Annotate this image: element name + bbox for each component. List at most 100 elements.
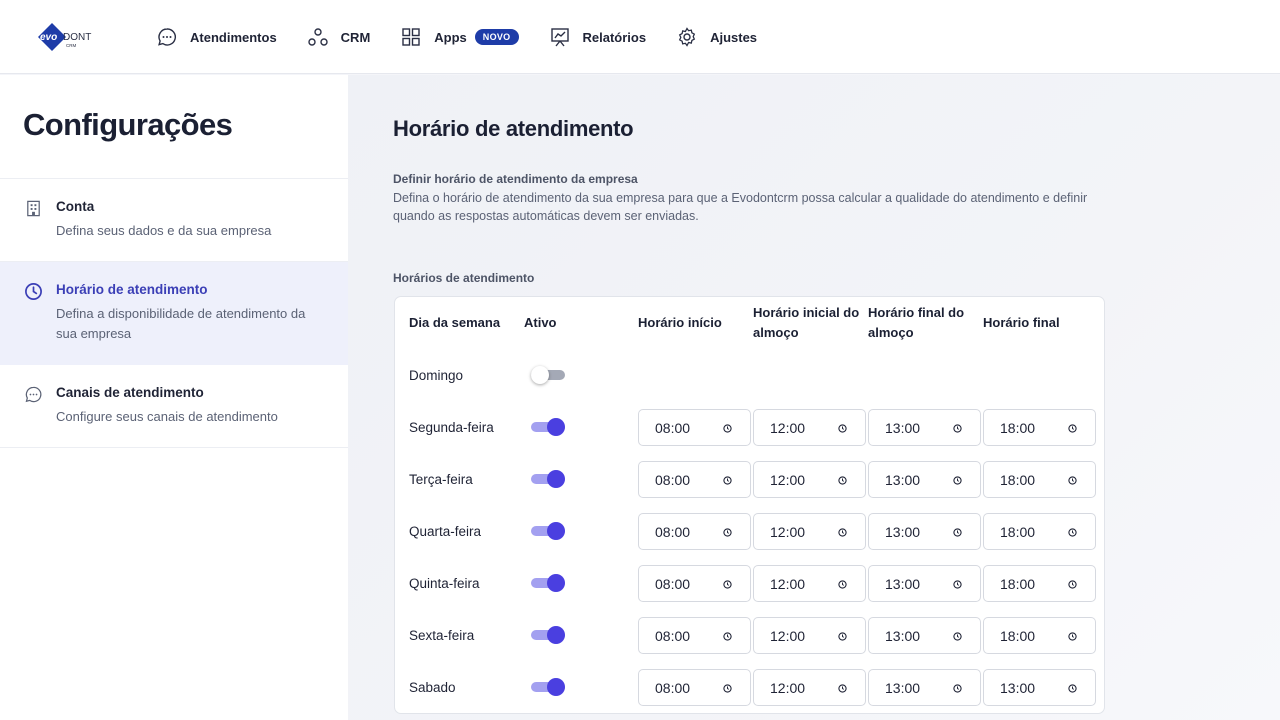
end-time-input[interactable]: 18:00: [983, 513, 1096, 550]
col-header-almoco-final: Horário final do almoço: [868, 305, 965, 340]
time-value: 13:00: [885, 575, 921, 592]
toggle-knob: [547, 418, 565, 436]
clock-icon[interactable]: [723, 632, 732, 641]
time-value: 08:00: [655, 575, 691, 592]
end-time-input[interactable]: 13:00: [983, 669, 1096, 706]
clock-icon[interactable]: [723, 684, 732, 693]
nav-item-apps[interactable]: Apps NOVO: [400, 0, 519, 74]
end-time-input[interactable]: 18:00: [983, 409, 1096, 446]
start-time-input[interactable]: 08:00: [638, 669, 751, 706]
chat-bubble-icon: [25, 386, 42, 403]
start-time-input[interactable]: 08:00: [638, 565, 751, 602]
lunch-end-time-input[interactable]: 13:00: [868, 513, 981, 550]
sidebar-item-canais[interactable]: Canais de atendimento Configure seus can…: [0, 365, 348, 448]
lunch-end-time-input[interactable]: 13:00: [868, 565, 981, 602]
sidebar-item-conta[interactable]: Conta Defina seus dados e da sua empresa: [0, 179, 348, 262]
nav-item-ajustes[interactable]: Ajustes: [676, 0, 757, 74]
nav-label: CRM: [340, 29, 371, 45]
clock-icon[interactable]: [1068, 528, 1077, 537]
clock-icon[interactable]: [838, 684, 847, 693]
start-time-input[interactable]: 08:00: [638, 461, 751, 498]
clock-icon[interactable]: [953, 528, 962, 537]
nav-label: Apps: [434, 29, 467, 45]
time-value: 08:00: [655, 679, 691, 696]
toggle-knob: [547, 678, 565, 696]
clock-icon[interactable]: [723, 424, 732, 433]
time-value: 13:00: [1000, 679, 1036, 696]
start-time-input[interactable]: 08:00: [638, 409, 751, 446]
main-nav: Atendimentos CRM Apps NOVO Relatórios Aj…: [156, 0, 787, 74]
lunch-start-time-input[interactable]: 12:00: [753, 461, 866, 498]
time-value: 12:00: [770, 523, 806, 540]
sidebar-item-title: Conta: [56, 199, 95, 214]
clock-icon[interactable]: [1068, 424, 1077, 433]
svg-text:evo: evo: [40, 32, 57, 43]
active-toggle[interactable]: [531, 470, 565, 488]
lunch-end-time-input[interactable]: 13:00: [868, 461, 981, 498]
nav-item-atendimentos[interactable]: Atendimentos: [156, 0, 277, 74]
table-row: Sabado 08:00 12:00 13:00 13:00: [395, 661, 1106, 713]
end-time-input[interactable]: 18:00: [983, 565, 1096, 602]
active-toggle[interactable]: [531, 522, 565, 540]
end-time-input[interactable]: 18:00: [983, 461, 1096, 498]
lunch-start-time-input[interactable]: 12:00: [753, 565, 866, 602]
table-row: Quarta-feira 08:00 12:00 13:00 18:00: [395, 505, 1106, 557]
active-toggle[interactable]: [531, 574, 565, 592]
table-row: Segunda-feira 08:00 12:00 13:00 18:00: [395, 401, 1106, 453]
presentation-chart-icon: [550, 28, 569, 47]
clock-icon[interactable]: [953, 424, 962, 433]
lunch-start-time-input[interactable]: 12:00: [753, 513, 866, 550]
lunch-end-time-input[interactable]: 13:00: [868, 617, 981, 654]
day-label: Sabado: [409, 679, 456, 695]
day-label: Segunda-feira: [409, 419, 494, 435]
end-time-input[interactable]: 18:00: [983, 617, 1096, 654]
clock-icon[interactable]: [838, 580, 847, 589]
clock-icon[interactable]: [838, 476, 847, 485]
lunch-start-time-input[interactable]: 12:00: [753, 617, 866, 654]
clock-icon[interactable]: [953, 632, 962, 641]
logo-mark: evo DONT CRM: [38, 23, 91, 51]
lunch-start-time-input[interactable]: 12:00: [753, 669, 866, 706]
evodont-logo[interactable]: evo DONT CRM: [36, 21, 98, 53]
lunch-end-time-input[interactable]: 13:00: [868, 669, 981, 706]
time-value: 12:00: [770, 627, 806, 644]
clock-icon[interactable]: [723, 476, 732, 485]
clock-icon[interactable]: [953, 476, 962, 485]
sidebar-item-title: Canais de atendimento: [56, 385, 204, 400]
clock-icon[interactable]: [838, 632, 847, 641]
table-label: Horários de atendimento: [393, 271, 535, 285]
lunch-start-time-input[interactable]: 12:00: [753, 409, 866, 446]
schedule-table: Dia da semana Ativo Horário início Horár…: [394, 296, 1105, 714]
start-time-input[interactable]: 08:00: [638, 513, 751, 550]
clock-icon[interactable]: [1068, 580, 1077, 589]
clock-icon[interactable]: [953, 580, 962, 589]
day-label: Quinta-feira: [409, 575, 480, 591]
toggle-knob: [531, 366, 549, 384]
clock-icon[interactable]: [1068, 684, 1077, 693]
nav-item-relatorios[interactable]: Relatórios: [549, 0, 646, 74]
active-toggle[interactable]: [531, 366, 565, 384]
start-time-input[interactable]: 08:00: [638, 617, 751, 654]
clock-icon[interactable]: [723, 580, 732, 589]
nav-item-crm[interactable]: CRM: [307, 0, 371, 74]
time-value: 18:00: [1000, 419, 1036, 436]
apps-grid-icon: [402, 28, 420, 46]
nav-label: Atendimentos: [190, 29, 277, 45]
clock-icon[interactable]: [838, 424, 847, 433]
lunch-end-time-input[interactable]: 13:00: [868, 409, 981, 446]
clock-icon[interactable]: [1068, 632, 1077, 641]
gear-icon: [678, 27, 696, 47]
active-toggle[interactable]: [531, 418, 565, 436]
time-value: 13:00: [885, 419, 921, 436]
active-toggle[interactable]: [531, 678, 565, 696]
clock-icon[interactable]: [953, 684, 962, 693]
table-row: Sexta-feira 08:00 12:00 13:00 18:00: [395, 609, 1106, 661]
active-toggle[interactable]: [531, 626, 565, 644]
clock-icon[interactable]: [838, 528, 847, 537]
settings-sidebar: Configurações Conta Defina seus dados e …: [0, 75, 348, 720]
day-label: Quarta-feira: [409, 523, 482, 539]
clock-icon[interactable]: [723, 528, 732, 537]
day-label: Domingo: [409, 367, 464, 383]
clock-icon[interactable]: [1068, 476, 1077, 485]
sidebar-item-horario[interactable]: Horário de atendimento Defina a disponib…: [0, 262, 348, 365]
